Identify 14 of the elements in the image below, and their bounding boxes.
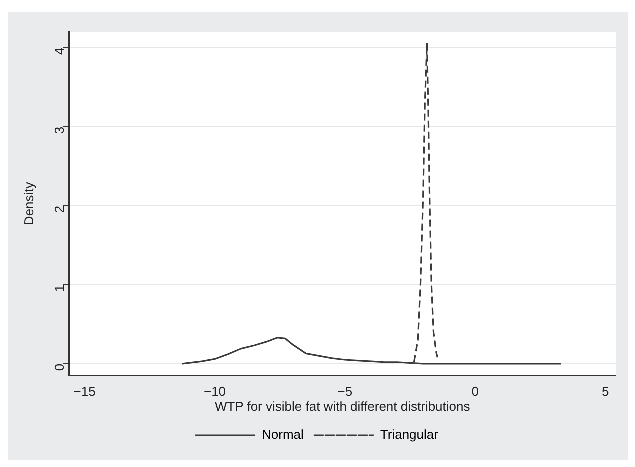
x-tick-label: 0: [472, 384, 480, 400]
y-tick-label: 1: [52, 284, 67, 292]
y-tick-label: 4: [52, 48, 67, 56]
y-axis-title: Density: [21, 182, 36, 226]
x-tick-label: −15: [74, 384, 96, 400]
x-tick-label: −5: [338, 384, 353, 400]
legend-label: Normal: [262, 427, 304, 442]
y-tick-label: 0: [52, 364, 67, 372]
y-tick-label: 2: [52, 206, 67, 214]
x-axis-title: WTP for visible fat with different distributions: [214, 398, 471, 414]
x-tick-label: −10: [204, 384, 226, 400]
legend-label: Triangular: [380, 427, 440, 442]
y-tick-label: 3: [52, 126, 67, 134]
x-tick-label: 5: [602, 384, 610, 400]
